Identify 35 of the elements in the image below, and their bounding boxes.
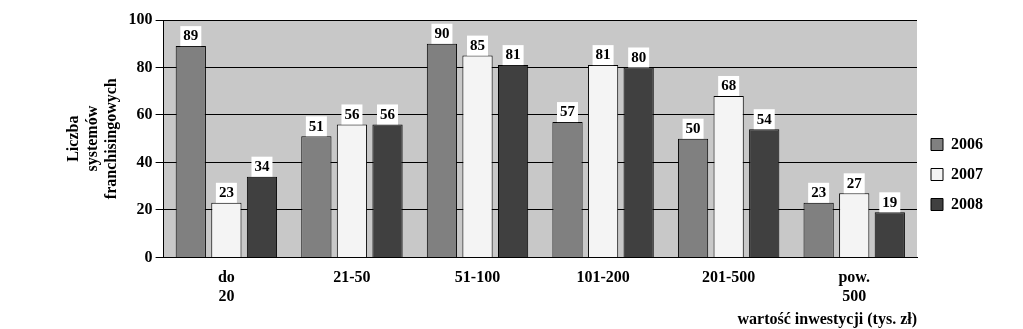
- data-label: 81: [595, 46, 611, 63]
- x-tick-label: 201-500: [701, 268, 756, 286]
- data-label: 27: [846, 174, 863, 191]
- data-label: 50: [685, 120, 701, 137]
- x-tick-label: 51-100: [454, 268, 501, 286]
- data-label: 89: [183, 27, 199, 44]
- x-tick-label: pow. 500: [838, 268, 871, 305]
- legend-label: 2007: [951, 164, 983, 182]
- y-tick-label: 20: [136, 200, 153, 218]
- data-label: 54: [756, 110, 773, 127]
- data-label: 90: [434, 25, 450, 42]
- y-tick-label: 60: [136, 105, 153, 123]
- legend-label: 2008: [951, 194, 983, 212]
- data-label: 56: [344, 105, 360, 122]
- data-label: 23: [218, 184, 234, 201]
- data-label: 34: [254, 158, 270, 175]
- x-tick-label: do 20: [217, 268, 235, 305]
- data-label: 51: [308, 117, 324, 134]
- y-tick-label: 0: [144, 247, 153, 265]
- data-label: 81: [505, 46, 521, 63]
- data-label: 85: [470, 36, 486, 53]
- data-label: 56: [380, 105, 396, 122]
- y-axis-title: Liczba systemów franchisingowych: [63, 78, 121, 200]
- x-tick-label: 101-200: [576, 268, 630, 286]
- y-tick-label: 80: [136, 57, 153, 75]
- y-tick-label: 100: [128, 10, 153, 28]
- x-tick-label: 21-50: [333, 268, 371, 286]
- data-label: 23: [811, 184, 827, 201]
- y-tick-label: 40: [136, 152, 153, 170]
- legend-label: 2006: [951, 134, 983, 152]
- x-axis-title: wartość inwestycji (tys. zł): [737, 309, 917, 328]
- data-label: 80: [631, 48, 647, 65]
- data-label: 57: [560, 103, 576, 120]
- data-label: 68: [721, 77, 737, 94]
- data-label: 19: [882, 193, 898, 210]
